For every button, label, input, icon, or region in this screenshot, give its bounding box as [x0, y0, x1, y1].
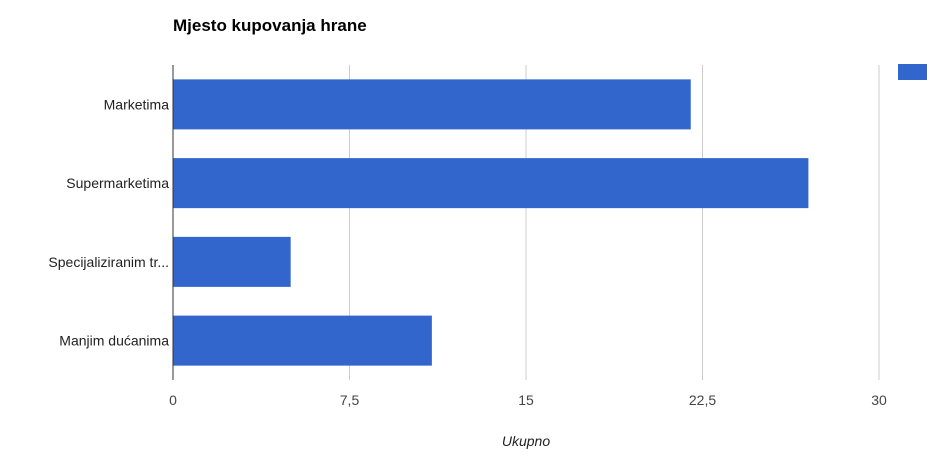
chart-title: Mjesto kupovanja hrane	[173, 16, 367, 35]
x-tick-label: 15	[518, 392, 534, 408]
x-tick-label: 7,5	[340, 392, 360, 408]
x-axis-title: Ukupno	[502, 433, 550, 449]
bar	[173, 316, 432, 366]
category-label: Marketima	[104, 96, 170, 112]
category-labels: Marketima Supermarketima Specijaliziranim …	[48, 96, 169, 348]
bar	[173, 79, 691, 129]
x-tick-label: 0	[169, 392, 177, 408]
category-label: Supermarketima	[66, 175, 169, 191]
category-label: Specijaliziranim tr...	[48, 254, 169, 270]
tick-labels: 0 7,5 15 22,5 30	[169, 392, 887, 408]
x-tick-label: 30	[871, 392, 887, 408]
bars	[173, 79, 808, 365]
bar	[173, 237, 291, 287]
legend-swatch	[898, 64, 927, 80]
x-tick-label: 22,5	[689, 392, 716, 408]
bar	[173, 158, 808, 208]
category-label: Manjim dućanima	[59, 333, 169, 349]
